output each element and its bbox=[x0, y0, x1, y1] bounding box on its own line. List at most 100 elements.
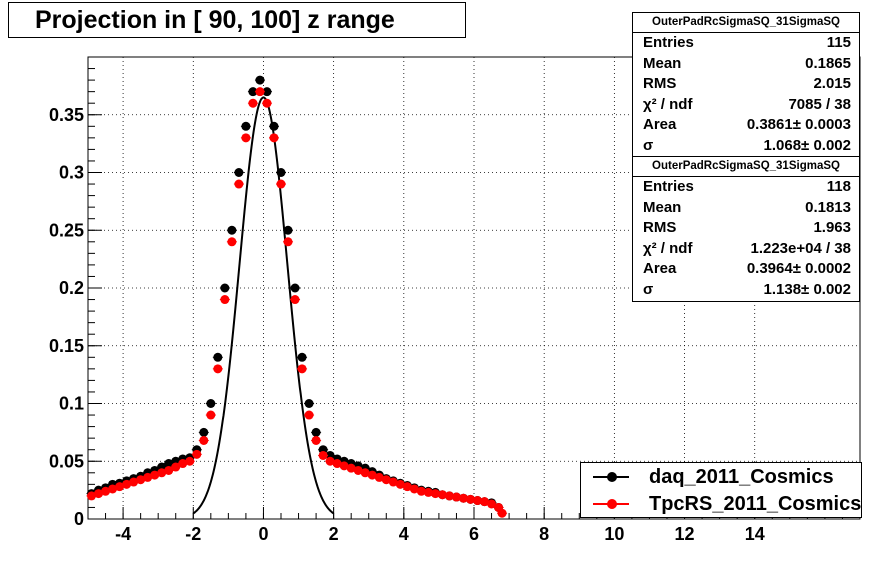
x-tick-label: 14 bbox=[745, 524, 765, 544]
stats-name: OuterPadRcSigmaSQ_31SigmaSQ bbox=[633, 157, 859, 177]
stats-row: χ² / ndf 7085 / 38 bbox=[633, 95, 859, 116]
legend-label: daq_2011_Cosmics bbox=[649, 466, 834, 488]
data-point bbox=[297, 364, 307, 374]
data-point bbox=[276, 168, 286, 177]
stats-value: 1.223e+04 / 38 bbox=[750, 239, 851, 257]
x-tick-label: 4 bbox=[399, 524, 409, 544]
data-point bbox=[220, 295, 230, 305]
stats-label: Area bbox=[643, 116, 677, 134]
data-point bbox=[192, 449, 202, 459]
data-point bbox=[206, 399, 216, 408]
stats-row: σ 1.068± 0.002 bbox=[633, 136, 859, 157]
data-point bbox=[437, 490, 447, 500]
y-tick-label: 0.3 bbox=[59, 163, 84, 183]
data-point bbox=[227, 237, 237, 247]
data-point bbox=[199, 427, 209, 437]
legend-entry-tpcrs: TpcRS_2011_Cosmics bbox=[581, 491, 861, 517]
data-point bbox=[290, 295, 300, 305]
data-point bbox=[199, 435, 209, 445]
stats-label: Entries bbox=[643, 34, 694, 51]
data-point bbox=[497, 508, 507, 518]
data-point bbox=[269, 121, 279, 131]
stats-label: Entries bbox=[643, 178, 694, 195]
legend: daq_2011_Cosmics TpcRS_2011_Cosmics bbox=[580, 462, 862, 518]
stats-box-tpcrs: OuterPadRcSigmaSQ_31SigmaSQ Entries 118 M… bbox=[632, 156, 860, 302]
x-tick-label: -4 bbox=[115, 524, 131, 544]
y-tick-label: 0.35 bbox=[49, 105, 84, 125]
stats-row: Area 0.3964± 0.0002 bbox=[633, 259, 859, 280]
x-tick-label: 12 bbox=[675, 524, 695, 544]
x-tick-label: -2 bbox=[185, 524, 201, 544]
x-tick-label: 10 bbox=[604, 524, 624, 544]
x-tick-label: 6 bbox=[469, 524, 479, 544]
stats-value: 0.3964± 0.0002 bbox=[746, 260, 851, 278]
series-1 bbox=[86, 87, 508, 518]
stats-label: Mean bbox=[643, 198, 682, 216]
data-point bbox=[304, 410, 314, 420]
data-point bbox=[241, 133, 251, 143]
data-point bbox=[311, 435, 321, 445]
y-tick-label: 0.15 bbox=[49, 336, 84, 356]
data-point bbox=[213, 352, 223, 362]
data-series bbox=[86, 75, 508, 518]
data-point bbox=[473, 496, 483, 506]
data-point bbox=[311, 427, 321, 437]
data-point bbox=[290, 283, 300, 293]
y-tick-label: 0.05 bbox=[49, 451, 84, 471]
stats-row: Area 0.3861± 0.0003 bbox=[633, 115, 859, 136]
data-point bbox=[234, 168, 244, 177]
fit-curve-line bbox=[192, 96, 335, 515]
y-tick-label: 0 bbox=[74, 509, 84, 529]
stats-label: σ bbox=[643, 136, 654, 154]
data-point bbox=[248, 87, 258, 97]
data-point bbox=[283, 237, 293, 247]
data-point bbox=[451, 492, 461, 502]
data-point bbox=[234, 179, 244, 189]
data-point bbox=[164, 465, 174, 475]
stats-value: 1.963 bbox=[813, 219, 851, 237]
stats-value: 0.1865 bbox=[805, 54, 851, 72]
data-point bbox=[283, 225, 293, 235]
data-point bbox=[220, 283, 230, 293]
stats-label: RMS bbox=[643, 219, 677, 237]
stats-row: Mean 0.1813 bbox=[633, 198, 859, 219]
data-point bbox=[227, 225, 237, 235]
data-point bbox=[206, 410, 216, 420]
data-point bbox=[444, 491, 454, 501]
y-tick-label: 0.2 bbox=[59, 278, 84, 298]
x-tick-label: 8 bbox=[539, 524, 549, 544]
series-0 bbox=[86, 75, 504, 512]
data-point bbox=[297, 352, 307, 362]
y-tick-label: 0.1 bbox=[59, 394, 84, 414]
data-point bbox=[487, 499, 497, 509]
stats-row: Mean 0.1865 bbox=[633, 54, 859, 75]
data-point bbox=[458, 493, 468, 503]
stats-label: RMS bbox=[643, 75, 677, 93]
stats-value: 1.138± 0.002 bbox=[763, 280, 851, 298]
data-point bbox=[262, 87, 272, 97]
x-tick-label: 0 bbox=[258, 524, 268, 544]
stats-row: RMS 1.963 bbox=[633, 218, 859, 239]
data-point bbox=[304, 399, 314, 408]
stats-row: σ 1.138± 0.002 bbox=[633, 280, 859, 301]
chart-title: Projection in [ 90, 100] z range bbox=[8, 2, 466, 38]
stats-value: 115 bbox=[826, 34, 851, 51]
stats-name: OuterPadRcSigmaSQ_31SigmaSQ bbox=[633, 13, 859, 33]
legend-marker bbox=[607, 472, 617, 482]
data-point bbox=[430, 489, 440, 499]
stats-label: σ bbox=[643, 280, 654, 298]
stats-label: Mean bbox=[643, 54, 682, 72]
data-point bbox=[262, 98, 272, 108]
data-point bbox=[416, 486, 426, 496]
stats-value: 0.3861± 0.0003 bbox=[746, 116, 851, 134]
data-point bbox=[171, 462, 181, 472]
data-point bbox=[276, 179, 286, 189]
data-point bbox=[269, 133, 279, 143]
data-point bbox=[423, 487, 433, 497]
data-point bbox=[185, 456, 195, 466]
stats-row: RMS 2.015 bbox=[633, 74, 859, 95]
legend-entry-daq: daq_2011_Cosmics bbox=[581, 464, 861, 490]
data-point bbox=[318, 450, 328, 460]
legend-label: TpcRS_2011_Cosmics bbox=[649, 493, 862, 515]
